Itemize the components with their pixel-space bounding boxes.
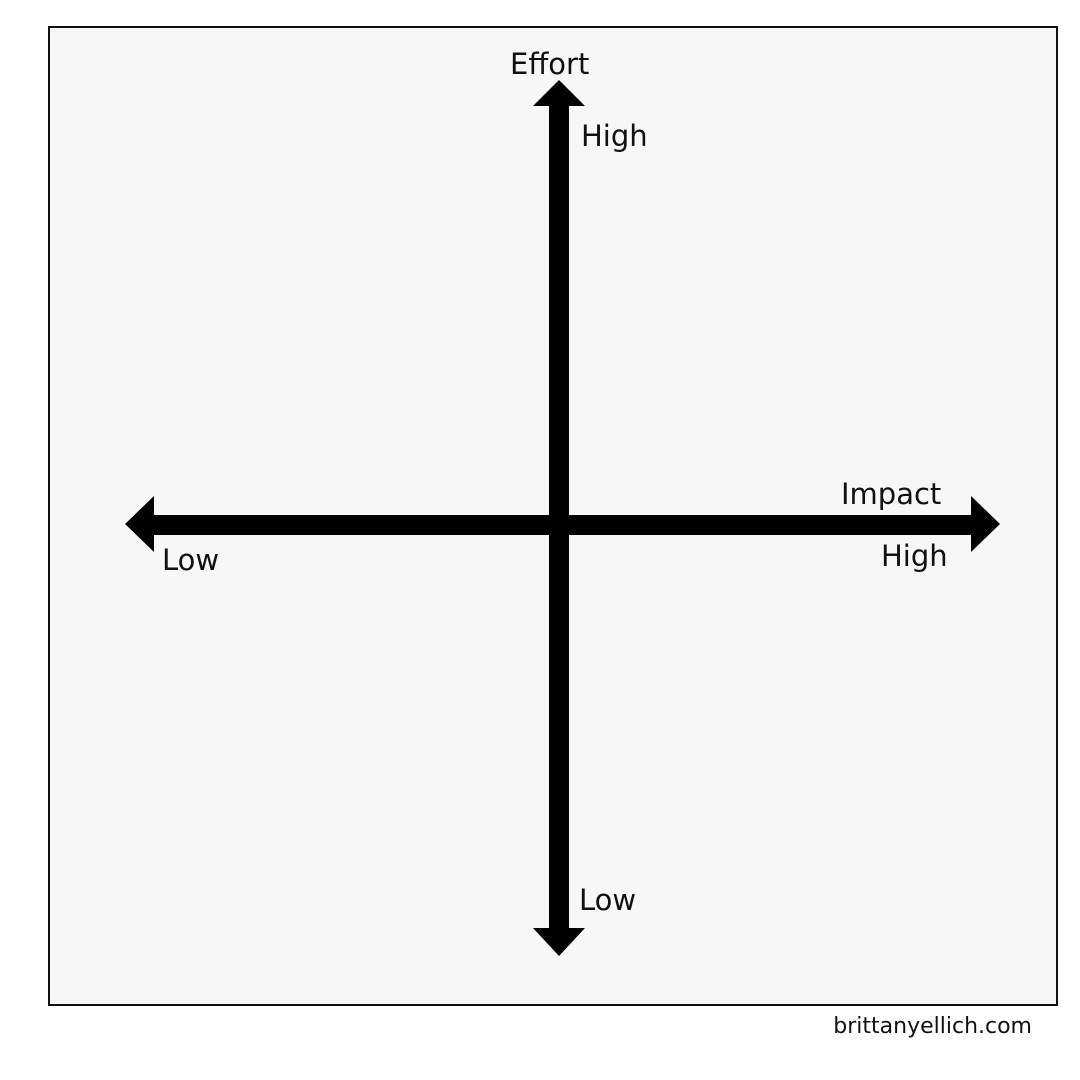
vertical-axis-top-arrowhead: [533, 80, 585, 106]
vertical-axis-bottom-arrowhead: [533, 928, 585, 956]
horizontal-axis-left-arrowhead: [125, 496, 154, 552]
horizontal-axis-low-label: Low: [162, 543, 220, 577]
horizontal-axis-title: Impact: [841, 477, 942, 511]
horizontal-axis-right-arrowhead: [971, 496, 1000, 552]
vertical-axis-low-label: Low: [579, 883, 637, 917]
vertical-axis-title: Effort: [510, 47, 590, 81]
horizontal-axis-line: [150, 515, 976, 535]
horizontal-axis-high-label: High: [881, 539, 948, 573]
vertical-axis-high-label: High: [581, 119, 648, 153]
footer-credit: brittanyellich.com: [833, 1014, 1032, 1039]
